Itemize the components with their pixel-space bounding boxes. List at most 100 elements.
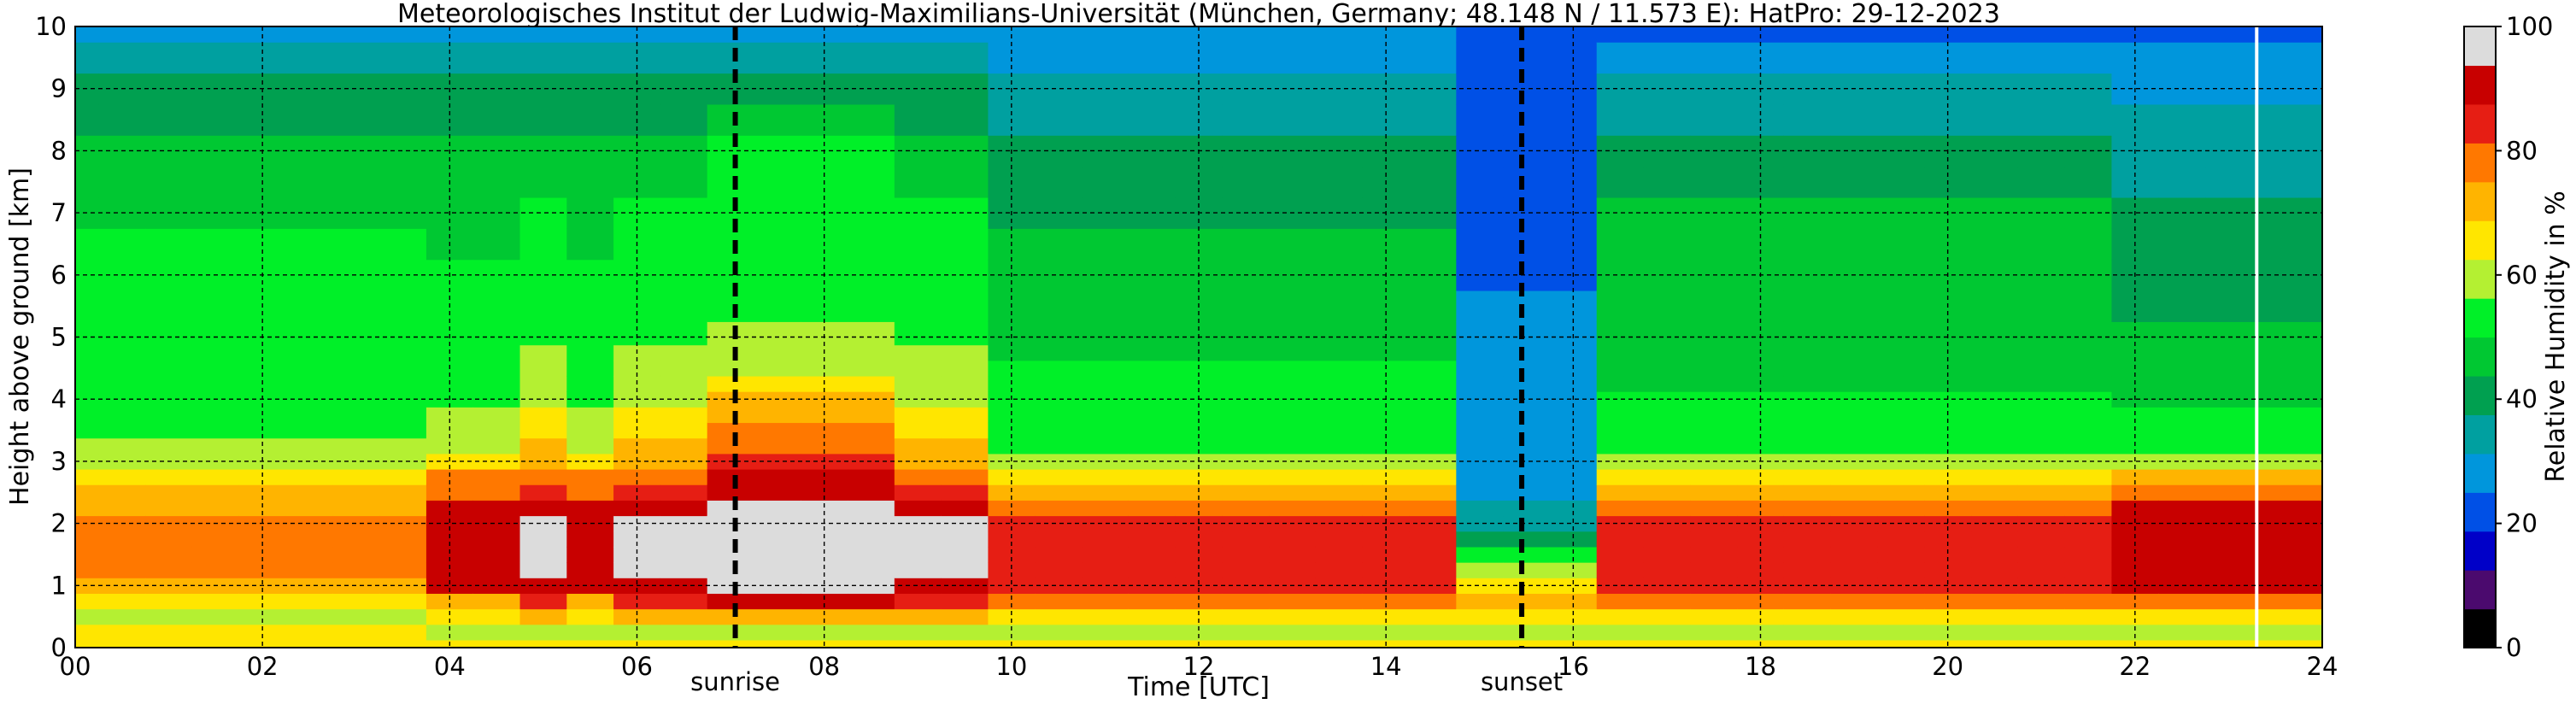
heatmap-cell <box>1596 391 1645 408</box>
heatmap-cell <box>1643 608 1691 625</box>
heatmap-cell <box>1456 321 1504 346</box>
heatmap-cell <box>1877 484 1925 501</box>
y-tick-label: 4 <box>51 384 67 414</box>
heatmap-cell <box>707 531 755 548</box>
heatmap-cell <box>2298 26 2322 43</box>
heatmap-cell <box>848 437 895 455</box>
heatmap-cell <box>2251 639 2300 648</box>
heatmap-cell <box>519 437 567 455</box>
heatmap-cell <box>754 546 801 563</box>
heatmap-cell <box>379 562 427 578</box>
heatmap-cell <box>1128 407 1177 424</box>
heatmap-cell <box>707 422 755 439</box>
heatmap-cell <box>519 228 567 261</box>
heatmap-cell <box>332 360 380 377</box>
x-tick-label: 18 <box>1745 652 1776 681</box>
heatmap-cell <box>941 453 989 470</box>
heatmap-cell <box>1971 422 2019 439</box>
heatmap-cell <box>98 639 146 648</box>
heatmap-cell <box>2017 166 2066 198</box>
heatmap-cell <box>1549 468 1598 485</box>
heatmap-cell <box>145 360 193 377</box>
heatmap-cell <box>472 42 521 74</box>
heatmap-cell <box>1503 290 1551 322</box>
heatmap-cell <box>894 453 942 470</box>
heatmap-cell <box>75 593 99 610</box>
heatmap-cell <box>1082 453 1130 470</box>
heatmap-cell <box>1596 321 1645 346</box>
heatmap-cell <box>754 344 801 361</box>
heatmap-cell <box>379 166 427 198</box>
heatmap-cell <box>75 321 99 346</box>
heatmap-cell <box>941 624 989 641</box>
heatmap-cell <box>1830 344 1879 361</box>
heatmap-cell <box>75 484 99 501</box>
heatmap-cell <box>707 593 755 610</box>
heatmap-cell <box>1128 103 1177 136</box>
heatmap-cell <box>2251 468 2300 485</box>
heatmap-cell <box>472 437 521 455</box>
heatmap-cell <box>754 26 801 43</box>
heatmap-cell <box>566 407 614 424</box>
heatmap-cell <box>1222 468 1270 485</box>
heatmap-cell <box>472 73 521 105</box>
heatmap-cell <box>1830 562 1879 578</box>
heatmap-cell <box>566 360 614 377</box>
heatmap-cell <box>98 484 146 501</box>
heatmap-cell <box>1830 26 1879 43</box>
heatmap-cell <box>98 546 146 563</box>
heatmap-cell <box>1971 624 2019 641</box>
heatmap-cell <box>472 360 521 377</box>
heatmap-cell <box>191 546 240 563</box>
heatmap-cell <box>472 500 521 517</box>
heatmap-cell <box>1690 228 1738 261</box>
heatmap-cell <box>754 360 801 377</box>
heatmap-cell <box>2064 484 2113 501</box>
heatmap-cell <box>2298 321 2322 346</box>
heatmap-cell <box>2251 321 2300 346</box>
heatmap-cell <box>1643 593 1691 610</box>
heatmap-cell <box>1082 593 1130 610</box>
heatmap-cell <box>894 531 942 548</box>
heatmap-cell <box>1456 578 1504 594</box>
heatmap-cell <box>1409 562 1457 578</box>
heatmap-cell <box>519 578 567 594</box>
heatmap-cell <box>1877 562 1925 578</box>
heatmap-cell <box>2017 531 2066 548</box>
heatmap-cell <box>894 500 942 517</box>
heatmap-cell <box>848 407 895 424</box>
heatmap-cell <box>1971 321 2019 346</box>
heatmap-cell <box>1128 608 1177 625</box>
heatmap-cell <box>941 562 989 578</box>
heatmap-cell <box>191 344 240 361</box>
heatmap-cell <box>2064 453 2113 470</box>
heatmap-cell <box>425 468 474 485</box>
heatmap-cell <box>1643 407 1691 424</box>
heatmap-cell <box>98 228 146 261</box>
heatmap-cell <box>1643 437 1691 455</box>
heatmap-cell <box>754 166 801 198</box>
heatmap-cell <box>1643 166 1691 198</box>
heatmap-cell <box>1690 42 1738 74</box>
heatmap-cell <box>660 593 708 610</box>
heatmap-cell <box>1082 344 1130 361</box>
heatmap-cell <box>1409 26 1457 43</box>
heatmap-cell <box>707 437 755 455</box>
heatmap-cell <box>1082 290 1130 322</box>
heatmap-cell <box>75 228 99 261</box>
heatmap-cell <box>801 500 848 517</box>
heatmap-cell <box>1362 546 1411 563</box>
heatmap-cell <box>988 531 1036 548</box>
heatmap-cell <box>1503 437 1551 455</box>
heatmap-cell <box>1830 531 1879 548</box>
heatmap-cell <box>519 468 567 485</box>
heatmap-cell <box>1971 73 2019 105</box>
heatmap-cell <box>145 484 193 501</box>
heatmap-cell <box>285 484 333 501</box>
heatmap-cell <box>1082 360 1130 377</box>
heatmap-cell <box>472 290 521 322</box>
y-tick-label: 0 <box>51 633 67 662</box>
heatmap-cell <box>1971 26 2019 43</box>
x-tick-label: 12 <box>1183 652 1215 681</box>
heatmap-cell <box>754 437 801 455</box>
